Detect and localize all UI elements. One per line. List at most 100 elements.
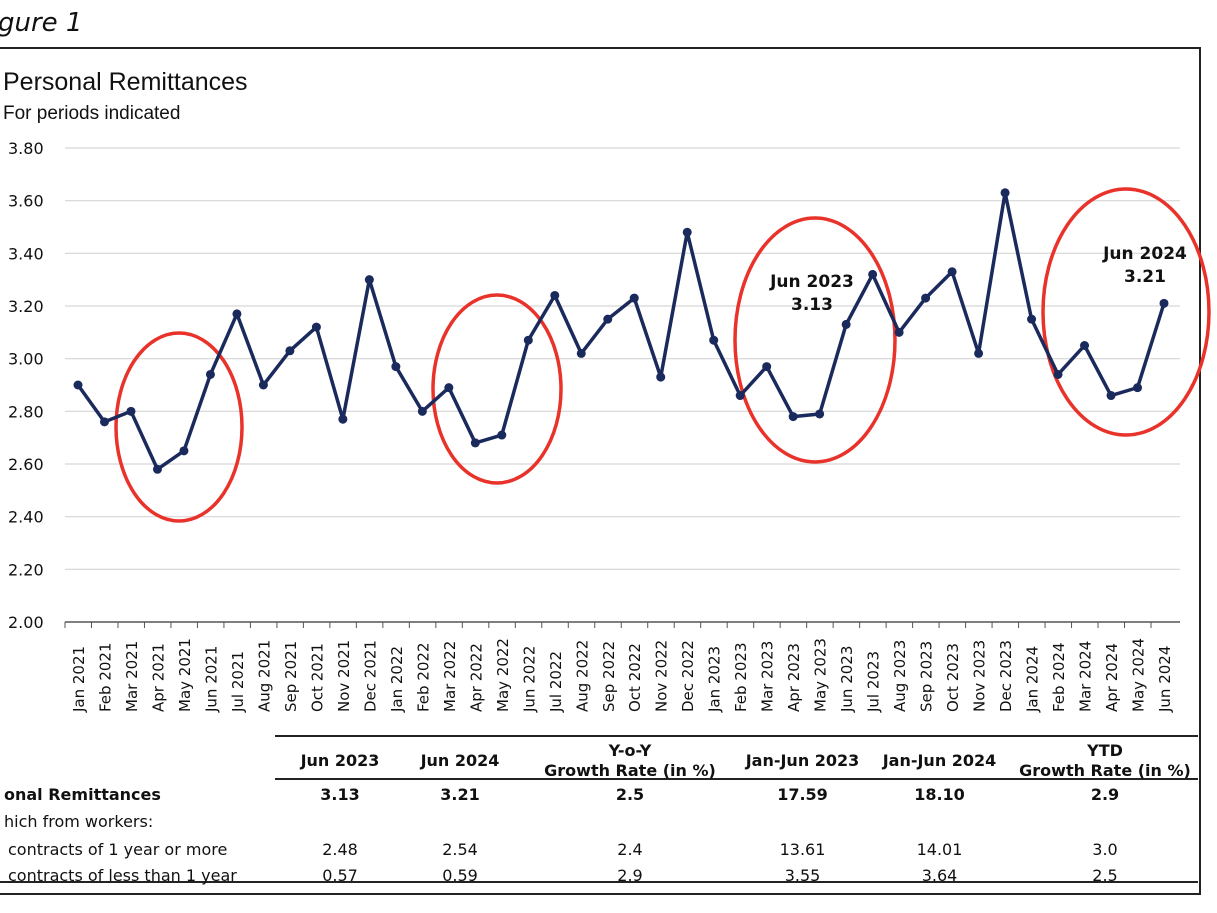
data-point (1027, 314, 1037, 324)
data-point (921, 293, 931, 303)
data-point (709, 335, 719, 345)
x-tick-label: May 2023 (812, 638, 830, 712)
x-tick-label: Aug 2021 (255, 640, 273, 712)
highlight-ellipse (114, 331, 244, 523)
table-cell: 3.0 (1092, 840, 1118, 859)
data-point (444, 383, 454, 393)
table-cell: 0.57 (322, 866, 358, 885)
table-cell: 3.55 (784, 866, 821, 885)
col-header: Jan-Jun 2023 (745, 751, 860, 770)
data-point (311, 322, 321, 332)
data-point (1053, 369, 1063, 379)
data-point (73, 380, 83, 390)
chart-subtitle: For periods indicated (3, 103, 180, 124)
line-chart: Personal Remittances For periods indicat… (3, 68, 1211, 713)
table-row: contracts of 1 year or more 2.48 2.54 2.4 13… (0, 840, 1198, 862)
row-label: onal Remittances (4, 785, 161, 804)
y-tick-label: 2.20 (8, 560, 44, 579)
data-point (974, 348, 984, 358)
data-point (285, 346, 295, 356)
x-tick-label: Oct 2022 (626, 643, 644, 712)
figure-label: gure 1 (0, 8, 83, 38)
data-point (523, 335, 533, 345)
x-tick-label: Jan 2021 (70, 646, 88, 713)
y-tick-label: 2.00 (8, 613, 44, 632)
data-point (815, 409, 825, 419)
x-tick-label: Feb 2023 (732, 643, 750, 713)
col-header: Y-o-Y (608, 741, 652, 760)
col-header: Growth Rate (in %) (1019, 761, 1191, 780)
y-tick-label: 2.80 (8, 402, 44, 421)
x-tick-label: Feb 2021 (96, 643, 114, 713)
x-tick-label: Aug 2023 (891, 640, 909, 712)
highlight-ellipse (733, 216, 897, 464)
table-cell: 2.5 (615, 785, 645, 804)
annotation-label: Jun 2023 (769, 272, 854, 292)
table-cell: 18.10 (914, 785, 965, 804)
data-point (1080, 341, 1090, 350)
x-tick-label: Nov 2022 (653, 640, 671, 712)
annotation-value: 3.13 (791, 295, 833, 315)
x-tick-label: Sep 2022 (600, 641, 618, 712)
data-point (364, 275, 374, 285)
y-tick-label: 3.20 (8, 297, 44, 316)
x-tick-label: May 2022 (494, 638, 512, 712)
table-cell: 13.61 (779, 840, 826, 859)
table-cell: 2.48 (322, 840, 358, 859)
x-tick-label: Nov 2021 (335, 640, 353, 712)
data-point (99, 417, 109, 427)
y-tick-label: 3.60 (8, 192, 44, 211)
x-tick-label: Jun 2024 (1156, 646, 1174, 713)
figure-frame (0, 47, 1201, 895)
data-point (603, 314, 613, 324)
table-cell: 2.4 (617, 840, 643, 859)
table-cell: 0.59 (442, 866, 478, 885)
data-point (152, 464, 162, 474)
data-point (258, 380, 268, 390)
col-header: Growth Rate (in %) (544, 761, 716, 780)
col-header: Jun 2024 (420, 751, 500, 770)
x-tick-label: Jul 2022 (547, 651, 565, 713)
data-point (1133, 383, 1143, 393)
col-header: Jun 2023 (300, 751, 380, 770)
chart-title: Personal Remittances (3, 68, 248, 96)
highlight-ellipse (431, 293, 563, 485)
x-tick-label: May 2024 (1130, 638, 1148, 712)
data-point (391, 362, 401, 372)
table-cell: 17.59 (777, 785, 828, 804)
table-cell: 14.01 (916, 840, 963, 859)
x-tick-label: Jan 2023 (706, 646, 724, 713)
y-tick-label: 2.40 (8, 508, 44, 527)
col-header: YTD (1087, 741, 1123, 760)
x-tick-label: Jul 2023 (865, 651, 883, 713)
table-cell: 2.54 (442, 840, 478, 859)
row-label: contracts of less than 1 year (8, 866, 237, 885)
x-tick-label: Feb 2024 (1050, 643, 1068, 713)
x-tick-label: Apr 2024 (1103, 643, 1121, 712)
data-point (947, 267, 957, 277)
x-tick-label: Jan 2024 (1024, 646, 1042, 713)
data-point (205, 369, 215, 379)
annotation-label: Jun 2024 (1102, 244, 1187, 264)
x-tick-label: Apr 2023 (785, 643, 803, 712)
data-point (417, 406, 427, 416)
data-point (841, 319, 851, 329)
highlight-ellipse (1041, 187, 1211, 437)
row-label: contracts of 1 year or more (8, 840, 228, 859)
x-tick-label: Jan 2022 (388, 646, 406, 713)
data-point (868, 269, 878, 279)
table-row: onal Remittances 3.13 3.21 2.5 17.59 18.10 2.9 (0, 785, 1198, 807)
y-tick-label: 3.80 (8, 139, 44, 158)
data-point (232, 309, 242, 319)
y-tick-label: 3.40 (8, 244, 44, 263)
data-point (735, 391, 745, 401)
x-tick-label: Aug 2022 (573, 640, 591, 712)
data-point (1159, 298, 1169, 308)
x-tick-label: Dec 2022 (679, 640, 697, 712)
x-tick-label: Feb 2022 (414, 643, 432, 713)
data-point (788, 412, 798, 422)
x-tick-label: May 2021 (176, 638, 194, 712)
x-tick-label: Apr 2022 (467, 643, 485, 712)
x-tick-label: Oct 2021 (308, 643, 326, 712)
x-tick-label: Mar 2022 (441, 641, 459, 712)
